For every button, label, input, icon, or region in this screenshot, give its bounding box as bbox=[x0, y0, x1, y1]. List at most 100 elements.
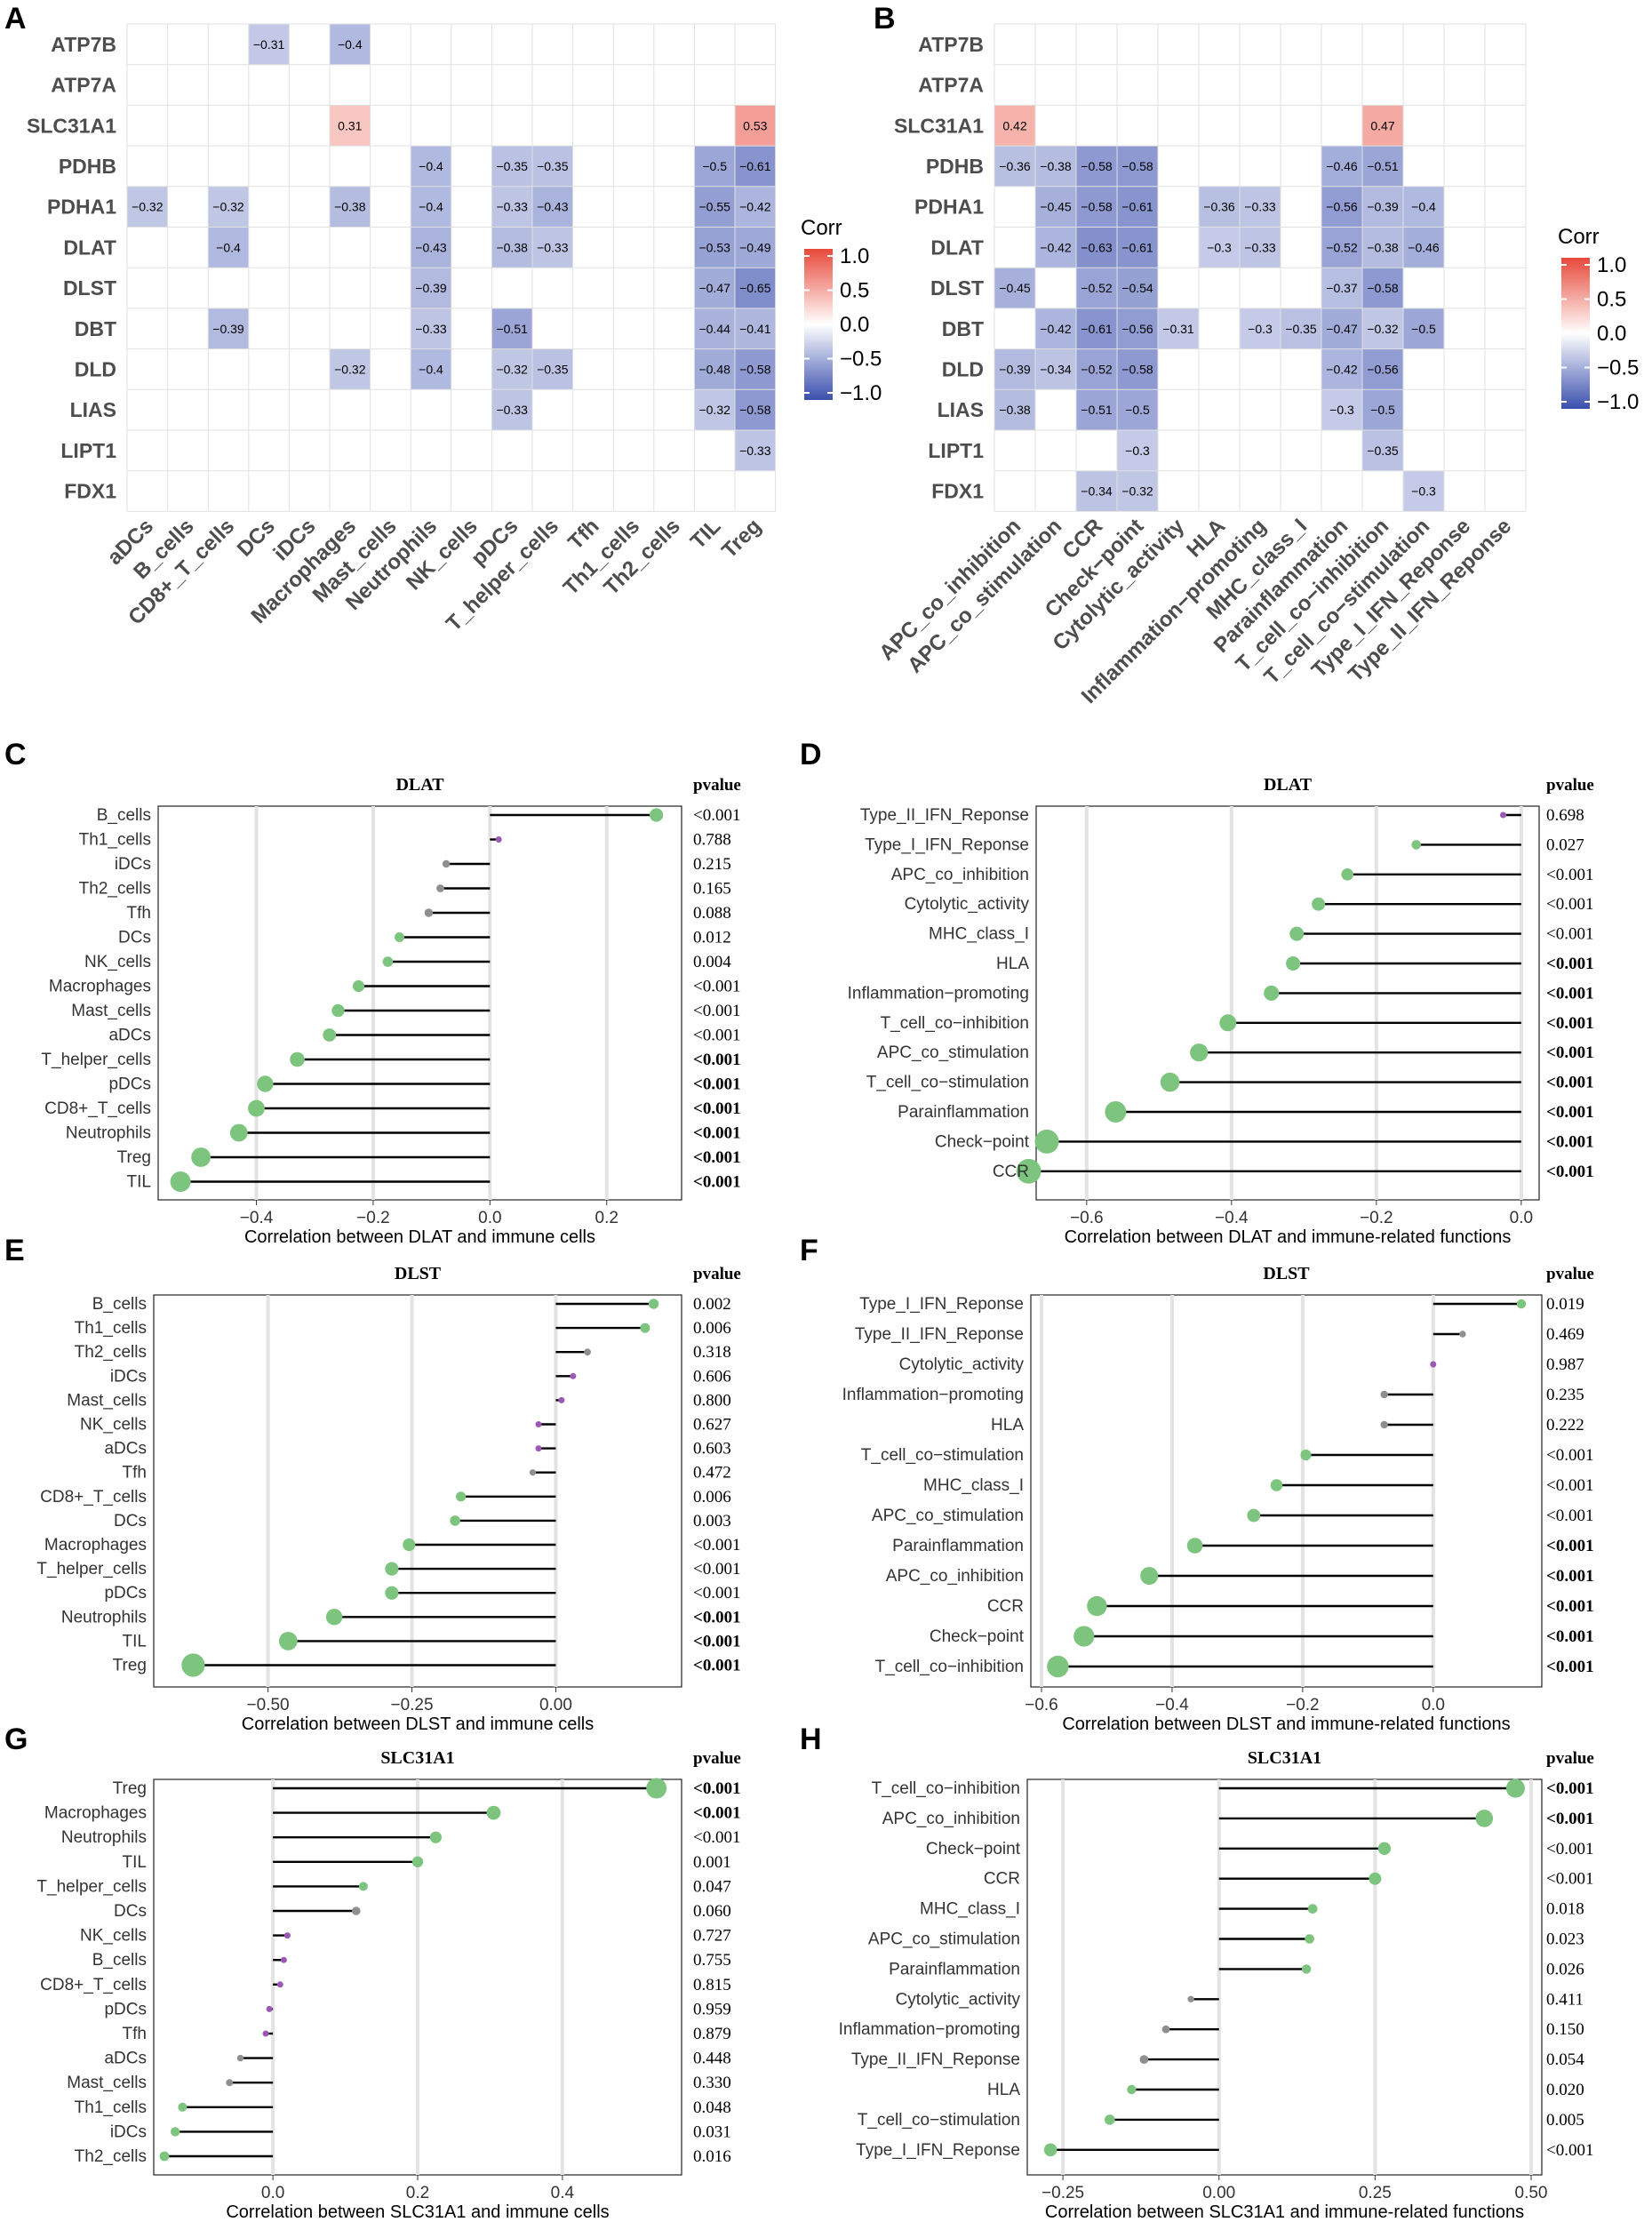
pvalue-label: <0.001 bbox=[693, 1632, 741, 1651]
lollipop-point bbox=[178, 2102, 188, 2112]
cell-value: −0.56 bbox=[1367, 363, 1399, 377]
cell-value: −0.58 bbox=[739, 363, 771, 377]
heatmap-cell bbox=[208, 227, 249, 268]
row-label: LIPT1 bbox=[928, 439, 984, 462]
pvalue-label: <0.001 bbox=[1546, 1103, 1594, 1122]
cell-value: −0.5 bbox=[1411, 322, 1436, 336]
heatmap-cell bbox=[1117, 470, 1158, 512]
pvalue-label: 0.959 bbox=[693, 2000, 731, 2018]
lollipop-point bbox=[1459, 1331, 1466, 1338]
heatmap-cell bbox=[1362, 308, 1403, 349]
y-category-label: iDCs bbox=[110, 2122, 147, 2141]
pvalue-label: <0.001 bbox=[1546, 1567, 1594, 1586]
heatmap-cell bbox=[1403, 470, 1444, 512]
y-category-label: Macrophages bbox=[44, 1536, 147, 1555]
cell-value: −0.47 bbox=[1326, 322, 1358, 336]
cell-value: −0.5 bbox=[702, 159, 727, 173]
cell-value: −0.47 bbox=[698, 281, 730, 295]
x-tick-label: −0.50 bbox=[247, 1696, 290, 1714]
pvalue-label: 0.815 bbox=[693, 1976, 731, 1994]
heatmap-cell bbox=[1362, 348, 1403, 390]
y-category-label: Parainflammation bbox=[889, 1960, 1020, 1978]
heatmap-cell bbox=[1362, 389, 1403, 430]
y-category-label: Macrophages bbox=[49, 978, 151, 996]
row-label: SLC31A1 bbox=[894, 114, 984, 137]
cell-value: −0.39 bbox=[999, 363, 1031, 377]
pvalue-label: <0.001 bbox=[1546, 1163, 1594, 1181]
lollipop-point bbox=[1307, 1904, 1318, 1914]
lollipop-point bbox=[486, 1805, 501, 1820]
pvalue-label: 0.054 bbox=[1546, 2050, 1584, 2069]
heatmap-cell bbox=[491, 227, 532, 268]
cell-value: −0.3 bbox=[1125, 444, 1150, 458]
cell-value: −0.35 bbox=[496, 159, 528, 173]
lollipop-c: −0.4 −0.2 0.0 0.2 DLAT pvalue Correlation betw… bbox=[41, 775, 740, 1247]
heatmap-cell bbox=[1076, 389, 1117, 430]
heatmap-cell bbox=[411, 308, 451, 349]
lollipop-point bbox=[290, 1051, 305, 1067]
x-tick-label: 0.0 bbox=[478, 1209, 501, 1227]
pvalue-label: 0.020 bbox=[1546, 2081, 1584, 2099]
cell-value: −0.39 bbox=[1367, 200, 1399, 214]
heatmap-cell bbox=[330, 186, 371, 228]
plot-title: SLC31A1 bbox=[380, 1748, 454, 1768]
x-axis-label: Correlation between DLAT and immune-rela… bbox=[1065, 1227, 1512, 1247]
heatmap-cell bbox=[1403, 308, 1444, 349]
pvalue-label: <0.001 bbox=[1546, 1446, 1593, 1465]
cell-value: −0.32 bbox=[496, 363, 528, 377]
row-label: LIPT1 bbox=[60, 439, 116, 462]
pvalue-header: pvalue bbox=[693, 776, 741, 795]
y-category-label: Tfh bbox=[127, 904, 151, 923]
lollipop-d: −0.6 −0.4 −0.2 0.0 DLAT pvalue Correlation bet… bbox=[848, 775, 1594, 1247]
y-category-label: MHC_class_I bbox=[923, 1476, 1024, 1495]
legend-tick-label: 0.5 bbox=[840, 279, 869, 303]
heatmap-cell bbox=[330, 105, 371, 147]
cell-value: −0.51 bbox=[1081, 403, 1113, 417]
heatmap-cell bbox=[1321, 146, 1362, 187]
pvalue-label: <0.001 bbox=[1546, 1870, 1593, 1889]
cell-value: 0.31 bbox=[338, 118, 362, 132]
pvalue-label: <0.001 bbox=[1546, 1840, 1593, 1858]
pvalue-header: pvalue bbox=[1546, 776, 1594, 795]
cell-value: −0.38 bbox=[496, 240, 528, 254]
heatmap-cell bbox=[735, 105, 776, 147]
pvalue-label: <0.001 bbox=[1546, 984, 1594, 1003]
lollipop-point bbox=[1016, 1158, 1041, 1184]
pvalue-label: <0.001 bbox=[1546, 955, 1594, 973]
x-tick-label: −0.25 bbox=[1041, 2184, 1084, 2202]
pvalue-label: 0.003 bbox=[693, 1512, 731, 1531]
cell-value: −0.51 bbox=[1367, 159, 1399, 173]
heatmap-cell bbox=[1362, 430, 1403, 471]
heatmap-cell bbox=[411, 268, 451, 308]
heatmap-cell bbox=[1117, 308, 1158, 349]
heatmap-cell bbox=[735, 146, 776, 187]
y-category-label: Th1_cells bbox=[79, 831, 151, 850]
plot-title: SLC31A1 bbox=[1248, 1748, 1321, 1768]
cell-value: −0.56 bbox=[1121, 322, 1153, 336]
lollipop-point bbox=[331, 1003, 345, 1018]
heatmap-cell bbox=[1117, 146, 1158, 187]
lollipop-point bbox=[262, 2030, 269, 2037]
lollipop-h: −0.25 0.00 0.25 0.50 SLC31A1 pvalue Correlatio… bbox=[839, 1748, 1594, 2222]
pvalue-label: <0.001 bbox=[1546, 925, 1593, 944]
pvalue-label: 0.018 bbox=[1546, 1900, 1584, 1919]
cell-value: −0.32 bbox=[334, 363, 366, 377]
y-category-label: T_helper_cells bbox=[41, 1051, 151, 1069]
pvalue-label: <0.001 bbox=[1546, 1507, 1593, 1525]
lollipop-point bbox=[352, 1906, 361, 1915]
pvalue-label: <0.001 bbox=[693, 1584, 740, 1603]
heatmap-cell bbox=[1117, 268, 1158, 308]
y-category-label: NK_cells bbox=[84, 953, 151, 971]
heatmap-cell bbox=[1199, 227, 1240, 268]
lollipop-point bbox=[1475, 1810, 1494, 1827]
cell-value: 0.42 bbox=[1002, 118, 1026, 132]
y-category-label: T_cell_co−stimulation bbox=[858, 2111, 1020, 2130]
cell-value: −0.32 bbox=[1367, 322, 1399, 336]
y-category-label: Inflammation−promoting bbox=[839, 2020, 1020, 2039]
heatmap-cell bbox=[1362, 186, 1403, 228]
lollipop-point bbox=[1380, 1390, 1388, 1399]
y-category-label: T_cell_co−inhibition bbox=[881, 1014, 1029, 1033]
lollipop-point bbox=[1430, 1361, 1437, 1368]
y-category-label: DCs bbox=[114, 1512, 147, 1531]
pvalue-label: <0.001 bbox=[1546, 1132, 1594, 1151]
